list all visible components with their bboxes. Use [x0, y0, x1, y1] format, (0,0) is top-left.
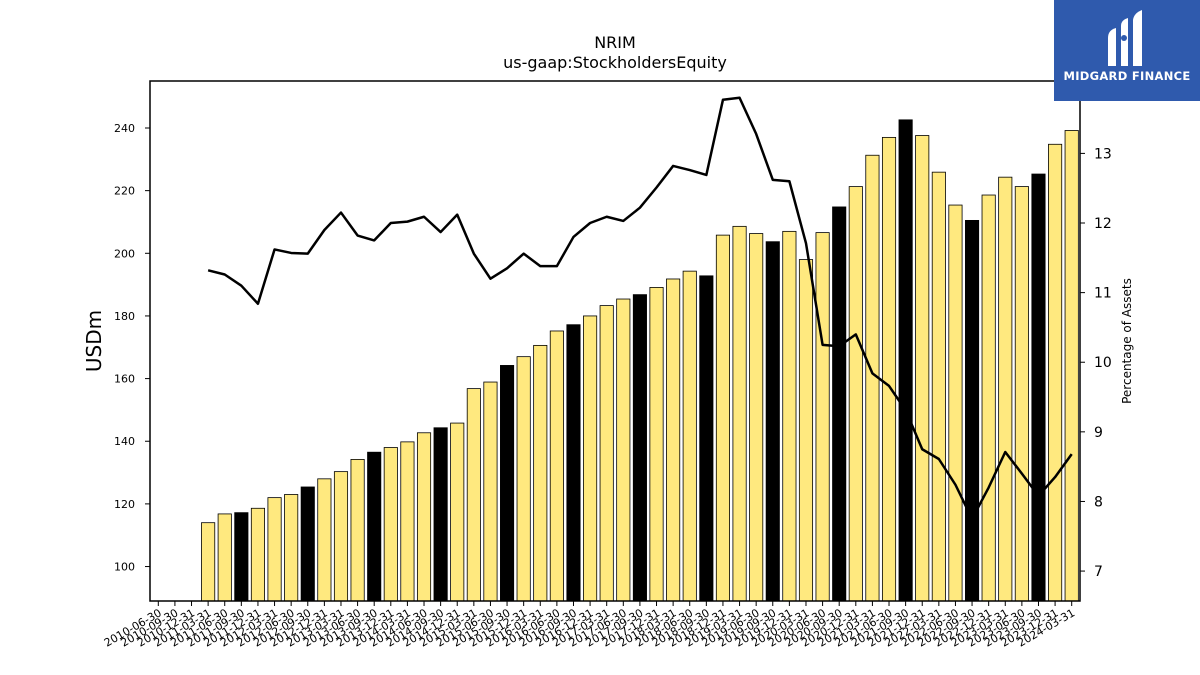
y2-tick-label: 13: [1094, 146, 1112, 162]
bar: [765, 241, 780, 602]
chart-subtitle: us-gaap:StockholdersEquity: [503, 53, 727, 72]
y2-tick-label: 9: [1094, 425, 1103, 441]
bars-layer: [201, 119, 1079, 602]
bar: [500, 365, 515, 602]
chart-title: NRIM: [594, 33, 636, 52]
bar: [533, 344, 548, 602]
bar: [234, 512, 249, 602]
bar: [300, 486, 315, 602]
axes-layer: 100120140160180200220240789101112132010-…: [102, 80, 1112, 650]
bar: [632, 294, 647, 602]
bar: [367, 451, 382, 602]
y2-axis-label: Percentage of Assets: [1120, 278, 1134, 404]
bar: [549, 330, 564, 602]
bar: [317, 478, 332, 602]
bar: [284, 494, 299, 602]
y-tick-label: 140: [114, 435, 135, 448]
y-tick-label: 160: [114, 373, 135, 386]
bar: [715, 234, 730, 602]
line-layer: [207, 96, 1073, 521]
plot-frame: [149, 80, 1081, 602]
y2-tick-label: 7: [1094, 564, 1103, 580]
y-tick-label: 180: [114, 310, 135, 323]
bar: [782, 230, 797, 602]
bar: [848, 186, 863, 602]
y-tick-label: 200: [114, 247, 135, 260]
bar: [1048, 143, 1063, 602]
brand-name: MIDGARD FINANCE: [1063, 69, 1191, 83]
bar: [981, 194, 996, 602]
midgard-logo-icon: [1108, 10, 1142, 66]
bar: [201, 522, 216, 602]
bar: [483, 381, 498, 602]
bar: [815, 232, 830, 602]
bar: [1064, 130, 1079, 602]
bar: [516, 356, 531, 602]
y2-tick-label: 8: [1094, 494, 1103, 510]
bar: [616, 298, 631, 602]
y2-tick-label: 10: [1094, 355, 1112, 371]
bar: [433, 427, 448, 602]
bar: [915, 135, 930, 602]
bar: [400, 441, 415, 602]
bar: [466, 388, 481, 602]
midgard-finance-logo: MIDGARD FINANCE: [1054, 0, 1200, 101]
bar: [217, 513, 232, 602]
bar: [666, 278, 681, 602]
y2-tick-label: 11: [1094, 286, 1112, 302]
bar: [599, 305, 614, 602]
bar: [881, 136, 897, 602]
bar: [931, 171, 946, 602]
y2-tick-label: 12: [1094, 216, 1112, 232]
y-tick-label: 220: [114, 185, 135, 198]
bar: [948, 204, 963, 602]
y-axis-label: USDm: [82, 310, 106, 372]
bar: [250, 507, 265, 602]
bar: [898, 119, 913, 602]
y-tick-label: 120: [114, 498, 135, 511]
bar: [416, 432, 432, 602]
percentage-line: [207, 96, 1073, 521]
bar: [832, 206, 847, 602]
bar: [583, 315, 598, 602]
bar: [699, 275, 714, 602]
bar: [333, 471, 349, 602]
y-tick-label: 240: [114, 122, 135, 135]
bar: [798, 259, 814, 602]
bar: [682, 270, 697, 602]
bar: [965, 219, 980, 602]
y-tick-label: 100: [114, 561, 135, 574]
bar: [649, 287, 664, 602]
bar: [1031, 173, 1046, 602]
bar: [383, 447, 398, 602]
bar: [450, 422, 465, 602]
bar: [566, 324, 581, 602]
bar: [749, 233, 764, 602]
bar: [267, 497, 282, 602]
bar: [732, 225, 747, 602]
bar: [350, 459, 365, 602]
bar: [998, 176, 1013, 602]
bar: [1014, 186, 1029, 602]
